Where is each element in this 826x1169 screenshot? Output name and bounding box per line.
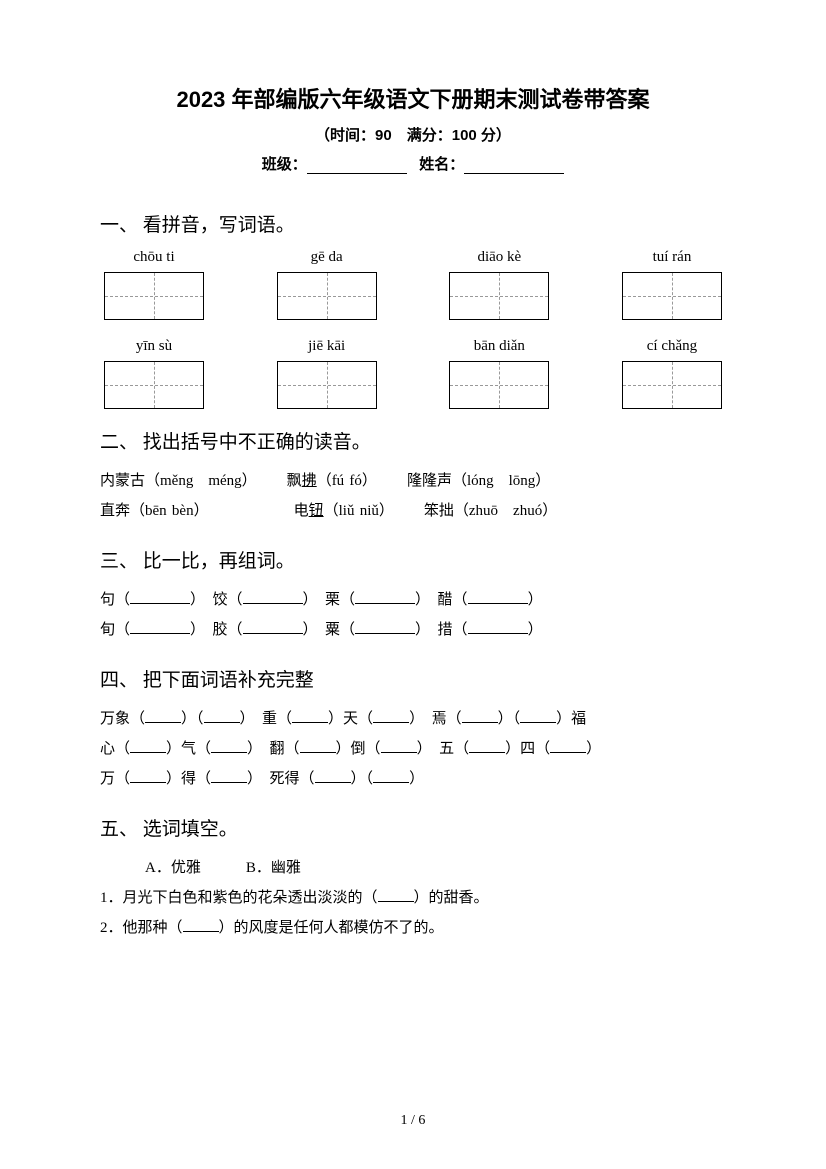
- blank[interactable]: [130, 768, 166, 783]
- blank[interactable]: [183, 917, 219, 932]
- s2-item: 电钮（liǔ niǔ）: [294, 496, 394, 526]
- pinyin-cell: bān diǎn: [449, 338, 549, 355]
- char-box-row-1: [100, 272, 726, 320]
- s5-q2: 2．他那种（）的风度是任何人都模仿不了的。: [100, 913, 726, 943]
- char-box[interactable]: [622, 361, 722, 409]
- blank[interactable]: [204, 708, 240, 723]
- blank[interactable]: [211, 768, 247, 783]
- blank[interactable]: [211, 738, 247, 753]
- pinyin-row-1: chōu ti gē da diāo kè tuí rán: [100, 249, 726, 266]
- blank[interactable]: [130, 738, 166, 753]
- blank[interactable]: [469, 738, 505, 753]
- blank[interactable]: [130, 589, 190, 604]
- char-box[interactable]: [449, 272, 549, 320]
- blank[interactable]: [468, 619, 528, 634]
- s4-line-2: 心（）气（） 翻（）倒（） 五（）四（）: [100, 734, 726, 764]
- blank[interactable]: [292, 708, 328, 723]
- name-blank[interactable]: [464, 158, 564, 174]
- blank[interactable]: [373, 708, 409, 723]
- blank[interactable]: [243, 589, 303, 604]
- pinyin-cell: jiē kāi: [277, 338, 377, 355]
- section-5-heading: 五、 选词填空。: [100, 814, 726, 841]
- s2-item: 直奔（bēn bèn）: [100, 496, 209, 526]
- blank[interactable]: [378, 887, 414, 902]
- char-box[interactable]: [277, 361, 377, 409]
- exam-title: 2023 年部编版六年级语文下册期末测试卷带答案: [100, 82, 726, 114]
- char-box[interactable]: [104, 272, 204, 320]
- blank[interactable]: [550, 738, 586, 753]
- blank[interactable]: [300, 738, 336, 753]
- section-4-heading: 四、 把下面词语补充完整: [100, 665, 726, 692]
- blank[interactable]: [130, 619, 190, 634]
- pinyin-cell: yīn sù: [104, 338, 204, 355]
- section-3-heading: 三、 比一比，再组词。: [100, 546, 726, 573]
- s4-line-3: 万（）得（） 死得（）（）: [100, 764, 726, 794]
- page-number: 1 / 6: [0, 1113, 826, 1129]
- name-label: 姓名：: [419, 156, 464, 173]
- s2-item: 内蒙古（měng méng）: [100, 466, 257, 496]
- s5-q1: 1．月光下白色和紫色的花朵透出淡淡的（）的甜香。: [100, 883, 726, 913]
- section-2-heading: 二、 找出括号中不正确的读音。: [100, 427, 726, 454]
- s4-line-1: 万象（）（） 重（）天（） 焉（）（）福: [100, 704, 726, 734]
- blank[interactable]: [468, 589, 528, 604]
- char-box[interactable]: [622, 272, 722, 320]
- pinyin-row-2: yīn sù jiē kāi bān diǎn cí chǎng: [100, 338, 726, 355]
- blank[interactable]: [462, 708, 498, 723]
- pinyin-cell: cí chǎng: [622, 338, 722, 355]
- char-box[interactable]: [277, 272, 377, 320]
- s2-row-1: 内蒙古（měng méng） 飘拂（fú fó） 隆隆声（lóng lōng）: [100, 466, 726, 496]
- s3-row-1: 句（） 饺（） 栗（） 醋（）: [100, 585, 726, 615]
- pinyin-cell: tuí rán: [622, 249, 722, 266]
- class-label: 班级：: [262, 156, 307, 173]
- pinyin-cell: gē da: [277, 249, 377, 266]
- char-box[interactable]: [104, 361, 204, 409]
- pinyin-cell: chōu ti: [104, 249, 204, 266]
- blank[interactable]: [145, 708, 181, 723]
- blank[interactable]: [373, 768, 409, 783]
- blank[interactable]: [315, 768, 351, 783]
- s2-item: 笨拙（zhuō zhuó）: [424, 496, 557, 526]
- blank[interactable]: [355, 589, 415, 604]
- student-info: 班级： 姓名：: [100, 153, 726, 174]
- char-box-row-2: [100, 361, 726, 409]
- s2-item: 隆隆声（lóng lōng）: [407, 466, 550, 496]
- pinyin-cell: diāo kè: [449, 249, 549, 266]
- char-box[interactable]: [449, 361, 549, 409]
- class-blank[interactable]: [307, 158, 407, 174]
- blank[interactable]: [355, 619, 415, 634]
- blank[interactable]: [520, 708, 556, 723]
- s2-row-2: 直奔（bēn bèn） 电钮（liǔ niǔ） 笨拙（zhuō zhuó）: [100, 496, 726, 526]
- s3-row-2: 旬（） 胶（） 粟（） 措（）: [100, 615, 726, 645]
- blank[interactable]: [243, 619, 303, 634]
- s5-options: A．优雅 B．幽雅: [100, 853, 726, 883]
- exam-subtitle: （时间：90 满分：100 分）: [100, 124, 726, 145]
- s2-item: 飘拂（fú fó）: [287, 466, 377, 496]
- section-1-heading: 一、 看拼音，写词语。: [100, 210, 726, 237]
- blank[interactable]: [381, 738, 417, 753]
